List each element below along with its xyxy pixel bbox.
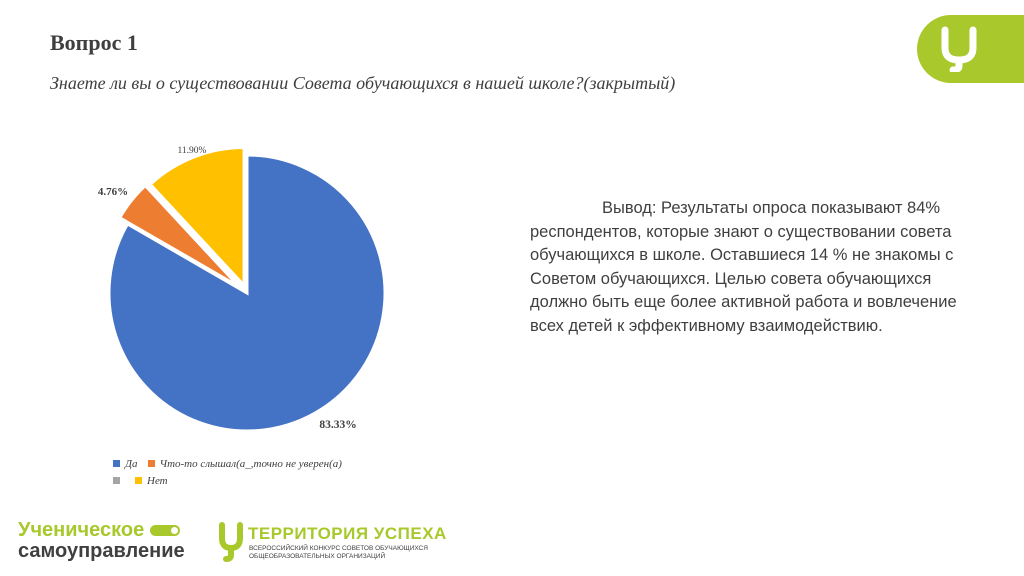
- logo-subtitle: ВСЕРОССИЙСКИЙ КОНКУРС СОВЕТОВ ОБУЧАЮЩИХС…: [249, 545, 428, 561]
- pie-slice: [117, 183, 241, 289]
- pie-data-label: 11.90%: [178, 146, 207, 156]
- territory-of-success-logo: ТЕРРИТОРИЯ УСПЕХА ВСЕРОССИЙСКИЙ КОНКУРС …: [218, 520, 468, 564]
- u-mark-icon: [219, 522, 243, 562]
- student-government-logo: Ученическое самоуправление: [18, 520, 208, 562]
- legend-swatch: [147, 460, 155, 467]
- logo-subtitle-line2: ОБЩЕОБРАЗОВАТЕЛЬНЫХ ОРГАНИЗАЦИЙ: [249, 553, 386, 560]
- logo-line1: Ученическое: [18, 519, 145, 541]
- u-logo-icon: [941, 26, 977, 72]
- legend-swatch: [135, 477, 142, 484]
- pie-data-label: 4.76%: [98, 186, 128, 198]
- logo-subtitle-line1: ВСЕРОССИЙСКИЙ КОНКУРС СОВЕТОВ ОБУЧАЮЩИХС…: [249, 545, 428, 552]
- slide-title: Вопрос 1: [50, 30, 138, 55]
- legend-item-heard: Что-то слышал(а_,точно не уверен(а): [147, 457, 342, 470]
- logo-line2: самоуправление: [18, 540, 185, 562]
- legend-item-yes: Да: [113, 458, 138, 470]
- toggle-pill-icon: [150, 524, 181, 536]
- brand-badge: [917, 15, 1024, 83]
- legend-label: Что-то слышал(а_,точно не уверен(а): [159, 457, 342, 470]
- legend-item-gray: [113, 477, 125, 484]
- pie-slice: [148, 146, 246, 290]
- legend-label: Нет: [147, 474, 168, 487]
- legend-label: Да: [125, 457, 138, 470]
- question-text: Знаете ли вы о существовании Совета обуч…: [50, 73, 676, 93]
- chart-legend: Да Что-то слышал(а_,точно не уверен(а) Н…: [113, 455, 352, 489]
- conclusion-text: Вывод: Результаты опроса показывают 84% …: [530, 199, 957, 335]
- legend-swatch: [113, 460, 120, 467]
- legend-swatch: [113, 477, 120, 484]
- pie-slice: [107, 153, 387, 433]
- legend-item-no: Нет: [135, 475, 168, 487]
- logo-title: ТЕРРИТОРИЯ УСПЕХА: [248, 524, 447, 543]
- pie-chart: 83.33% 4.76% 11.90%: [98, 146, 387, 433]
- pie-data-label: 83.33%: [319, 419, 356, 431]
